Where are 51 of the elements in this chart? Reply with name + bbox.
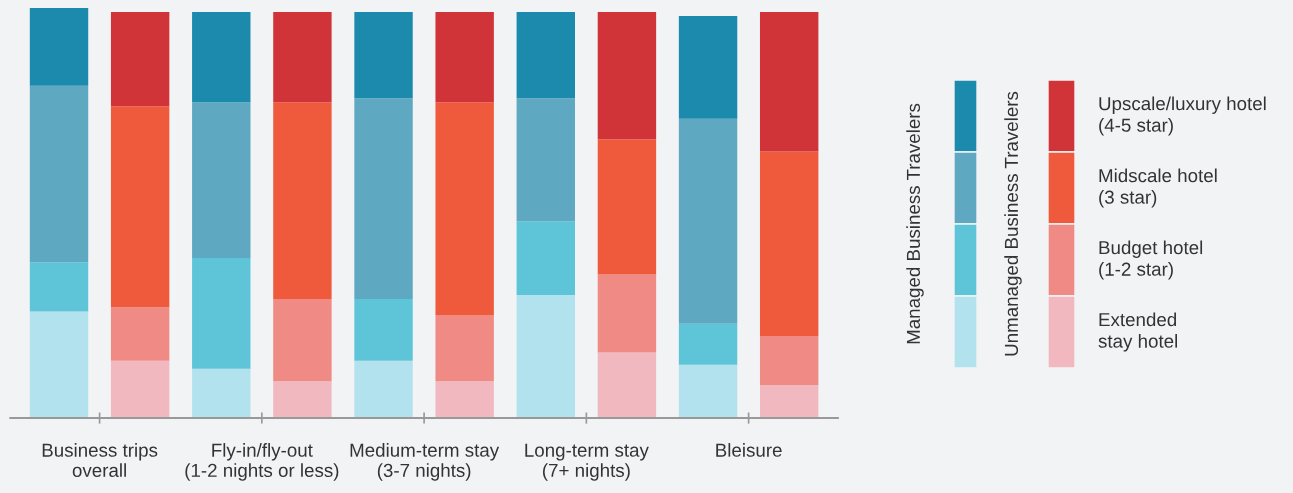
bar — [192, 102, 251, 259]
bar — [29, 7, 89, 86]
bar — [192, 258, 251, 369]
bar — [435, 102, 494, 316]
bar — [110, 11, 170, 107]
bar — [354, 98, 413, 300]
text: Managed Business Travelers — [906, 103, 924, 344]
bar — [759, 385, 819, 419]
x-tick-label: Fly-in/fly-out (1-2 nights or less) — [185, 443, 339, 481]
bar — [29, 85, 89, 263]
bar — [597, 274, 657, 353]
bar — [516, 11, 575, 99]
bar — [516, 98, 575, 222]
bar — [516, 221, 575, 296]
bar — [678, 364, 738, 419]
x-tick-label: Long-term stay (7+ nights) — [525, 443, 649, 481]
bar — [354, 360, 413, 419]
bar — [759, 151, 819, 337]
bar — [354, 299, 413, 361]
x-tick-label: Business trips overall — [42, 443, 158, 478]
bar — [759, 336, 819, 386]
bar — [759, 11, 819, 152]
bar — [435, 381, 494, 419]
text: Extended stay hotel — [1098, 312, 1177, 352]
bar — [273, 11, 332, 103]
bar — [110, 106, 170, 308]
text: Unmanaged Business Travelers — [1004, 91, 1022, 356]
x-tick-label: Medium-term stay (3-7 nights) — [350, 443, 500, 481]
bar — [435, 315, 494, 382]
bar — [435, 11, 494, 103]
text: Upscale/luxury hotel (4-5 star) — [1099, 96, 1266, 136]
bar — [192, 11, 251, 103]
text: Budget hotel (1-2 star) — [1099, 240, 1203, 280]
bar — [273, 299, 332, 382]
bar — [273, 381, 332, 419]
bar — [597, 139, 657, 275]
bar — [110, 360, 170, 419]
bar — [678, 323, 738, 365]
bar — [273, 102, 332, 300]
bar — [597, 352, 657, 419]
bar — [678, 118, 738, 324]
bar — [597, 11, 657, 140]
bar — [29, 262, 89, 312]
text: Midscale hotel (3 star) — [1099, 168, 1217, 208]
bar — [29, 311, 89, 419]
x-tick-label: Bleisure — [716, 443, 782, 457]
bar — [192, 368, 251, 419]
bar — [110, 307, 170, 361]
bar — [516, 295, 575, 419]
bar — [678, 16, 738, 119]
bar — [354, 11, 413, 99]
